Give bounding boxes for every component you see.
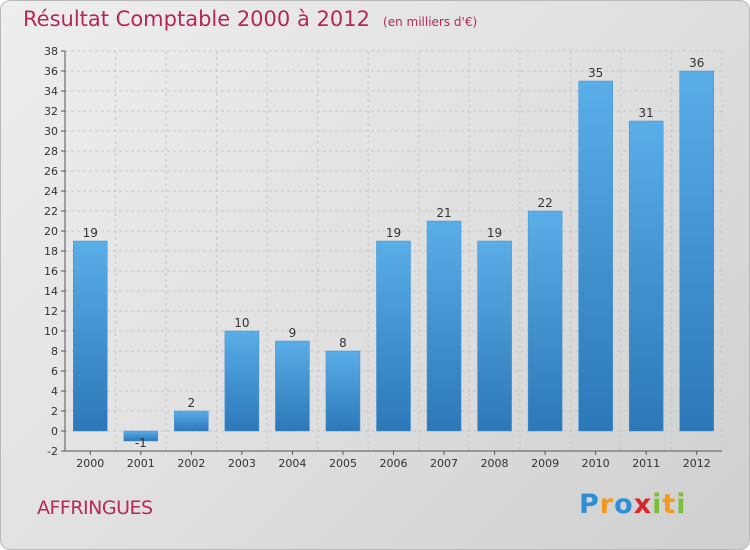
proxiti-logo: Proxiti xyxy=(579,489,687,520)
data-label: 31 xyxy=(639,106,654,120)
y-tick-label: 26 xyxy=(44,165,58,178)
y-tick-label: 34 xyxy=(44,85,58,98)
y-tick-label: 6 xyxy=(51,365,58,378)
title-row: Résultat Comptable 2000 à 2012 (en milli… xyxy=(23,7,477,31)
logo-letter: o xyxy=(614,489,634,520)
y-tick-label: 20 xyxy=(44,225,58,238)
bar xyxy=(376,240,411,432)
y-tick-label: 28 xyxy=(44,145,58,158)
y-tick-label: 0 xyxy=(51,425,58,438)
data-label: 10 xyxy=(234,316,249,330)
x-tick-label: 2011 xyxy=(632,457,660,470)
data-label: 2 xyxy=(188,396,196,410)
y-tick-label: 2 xyxy=(51,405,58,418)
logo-letter: t xyxy=(662,489,677,520)
y-tick-label: -2 xyxy=(47,445,58,458)
y-tick-label: 12 xyxy=(44,305,58,318)
axes xyxy=(61,50,722,455)
data-label: 36 xyxy=(689,56,704,70)
x-tick-label: 2002 xyxy=(177,457,205,470)
data-label: -1 xyxy=(135,436,147,450)
y-tick-label: 4 xyxy=(51,385,58,398)
chart-title: Résultat Comptable 2000 à 2012 xyxy=(23,7,370,31)
commune-name: AFFRINGUES xyxy=(37,497,153,519)
x-tick-label: 2004 xyxy=(278,457,306,470)
data-label: 35 xyxy=(588,66,603,80)
y-tick-label: 38 xyxy=(44,45,58,58)
y-tick-label: 24 xyxy=(44,185,58,198)
x-tick-label: 2005 xyxy=(329,457,357,470)
y-tick-label: 36 xyxy=(44,65,58,78)
x-tick-label: 2010 xyxy=(582,457,610,470)
bar xyxy=(477,240,512,432)
bar xyxy=(224,330,260,432)
bar xyxy=(123,430,159,442)
x-tick-label: 2000 xyxy=(76,457,104,470)
data-label: 9 xyxy=(289,326,297,340)
data-label: 19 xyxy=(487,226,502,240)
bar xyxy=(325,350,361,432)
tick-labels: -202468101214161820222426283032343638200… xyxy=(44,45,711,470)
y-tick-label: 10 xyxy=(44,325,58,338)
bar xyxy=(578,80,613,432)
bar xyxy=(426,220,462,432)
bars xyxy=(73,70,714,442)
x-tick-label: 2003 xyxy=(228,457,256,470)
x-tick-label: 2001 xyxy=(127,457,155,470)
logo-letter: P xyxy=(579,489,600,520)
bar xyxy=(679,70,714,432)
x-tick-label: 2012 xyxy=(683,457,711,470)
x-tick-label: 2006 xyxy=(380,457,408,470)
y-tick-label: 30 xyxy=(44,125,58,138)
bar xyxy=(628,120,664,432)
x-tick-label: 2008 xyxy=(481,457,509,470)
x-tick-label: 2009 xyxy=(531,457,559,470)
logo-letter: i xyxy=(652,489,663,520)
y-tick-label: 32 xyxy=(44,105,58,118)
bar xyxy=(275,340,310,432)
y-tick-label: 22 xyxy=(44,205,58,218)
data-labels: 19 -1 2 10 9 8 19 21 19 22 35 31 36 xyxy=(83,56,705,450)
bar xyxy=(527,210,563,432)
y-tick-label: 18 xyxy=(44,245,58,258)
bar xyxy=(174,410,209,432)
data-label: 19 xyxy=(83,226,98,240)
data-label: 8 xyxy=(339,336,347,350)
logo-letter: x xyxy=(633,489,653,520)
x-tick-label: 2007 xyxy=(430,457,458,470)
y-tick-label: 8 xyxy=(51,345,58,358)
chart-subtitle: (en milliers d'€) xyxy=(383,15,478,29)
bar xyxy=(73,240,108,432)
y-tick-label: 16 xyxy=(44,265,58,278)
data-label: 22 xyxy=(537,196,552,210)
data-label: 21 xyxy=(436,206,451,220)
logo-letter: i xyxy=(676,489,687,520)
logo-letter: r xyxy=(599,489,615,520)
y-tick-label: 14 xyxy=(44,285,58,298)
data-label: 19 xyxy=(386,226,401,240)
